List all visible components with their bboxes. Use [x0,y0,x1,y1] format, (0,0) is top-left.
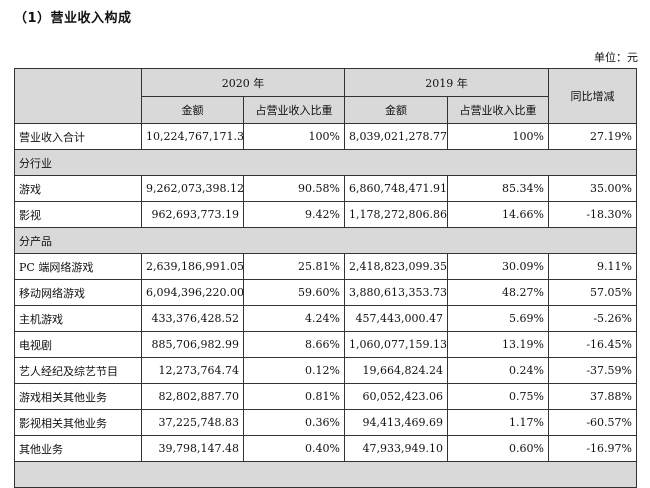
header-year-2020: 2020 年 [141,68,345,97]
ratio-2020-cell: 0.36% [243,409,345,436]
row-label: 影视 [14,201,142,228]
amount-2019-cell: 2,418,823,099.35 [344,253,448,280]
row-label: 主机游戏 [14,305,142,332]
section-label-industry: 分行业 [14,149,637,176]
amount-2020-cell: 433,376,428.52 [141,305,244,332]
section-row-industry: 分行业 [14,149,637,176]
amount-2020-cell: 885,706,982.99 [141,331,244,358]
yoy-cell: -18.30% [548,201,637,228]
yoy-cell: -16.97% [548,435,637,462]
yoy-cell: 27.19% [548,123,637,150]
row-label: PC 端网络游戏 [14,253,142,280]
ratio-2020-cell: 4.24% [243,305,345,332]
table-row: 移动网络游戏 6,094,396,220.00 59.60% 3,880,613… [14,279,637,306]
header-row-columns: 金额 占营业收入比重 金额 占营业收入比重 [15,96,637,124]
ratio-2020-cell: 59.60% [243,279,345,306]
header-ratio-2020: 占营业收入比重 [243,96,345,124]
ratio-2020-cell: 25.81% [243,253,345,280]
header-row-years: 2020 年 2019 年 同比增减 [14,68,637,124]
ratio-2019-cell: 85.34% [447,175,549,202]
ratio-2019-cell: 0.60% [447,435,549,462]
amount-2019-cell: 8,039,021,278.77 [344,123,448,150]
ratio-2020-cell: 90.58% [243,175,345,202]
amount-2020-cell: 2,639,186,991.05 [141,253,244,280]
yoy-cell: 57.05% [548,279,637,306]
table-row: 其他业务 39,798,147.48 0.40% 47,933,949.10 0… [14,435,637,462]
row-label: 游戏相关其他业务 [14,383,142,410]
table-row-cutoff [14,461,637,488]
amount-2020-cell: 37,225,748.83 [141,409,244,436]
ratio-2019-cell: 5.69% [447,305,549,332]
amount-2019-cell: 94,413,469.69 [344,409,448,436]
row-label: 营业收入合计 [14,123,142,150]
table-row: 影视相关其他业务 37,225,748.83 0.36% 94,413,469.… [14,409,637,436]
yoy-cell: -5.26% [548,305,637,332]
amount-2019-cell: 47,933,949.10 [344,435,448,462]
cutoff-row-cell [14,461,637,488]
table-row: PC 端网络游戏 2,639,186,991.05 25.81% 2,418,8… [14,253,637,280]
ratio-2020-cell: 0.40% [243,435,345,462]
ratio-2019-cell: 13.19% [447,331,549,358]
ratio-2019-cell: 100% [447,123,549,150]
table-row: 艺人经纪及综艺节目 12,273,764.74 0.12% 19,664,824… [14,357,637,384]
amount-2019-cell: 60,052,423.06 [344,383,448,410]
header-yoy: 同比增减 [548,68,637,124]
section-heading: （1）营业收入构成 [14,11,132,26]
amount-2019-cell: 6,860,748,471.91 [344,175,448,202]
table-row: 主机游戏 433,376,428.52 4.24% 457,443,000.47… [14,305,637,332]
row-label: 游戏 [14,175,142,202]
amount-2020-cell: 962,693,773.19 [141,201,244,228]
ratio-2020-cell: 0.81% [243,383,345,410]
row-label: 其他业务 [14,435,142,462]
ratio-2019-cell: 48.27% [447,279,549,306]
ratio-2019-cell: 0.75% [447,383,549,410]
amount-2019-cell: 1,178,272,806.86 [344,201,448,228]
yoy-cell: -60.57% [548,409,637,436]
amount-2020-cell: 9,262,073,398.12 [141,175,244,202]
yoy-cell: 35.00% [548,175,637,202]
header-year-2019: 2019 年 [344,68,549,97]
total-row: 营业收入合计 10,224,767,171.31 100% 8,039,021,… [14,123,637,150]
yoy-cell: 9.11% [548,253,637,280]
ratio-2020-cell: 100% [243,123,345,150]
table-row: 影视 962,693,773.19 9.42% 1,178,272,806.86… [14,201,637,228]
yoy-cell: -16.45% [548,331,637,358]
yoy-cell: -37.59% [548,357,637,384]
amount-2020-cell: 6,094,396,220.00 [141,279,244,306]
section-row-product: 分产品 [14,227,637,254]
amount-2019-cell: 19,664,824.24 [344,357,448,384]
unit-label: 单位：元 [594,51,638,64]
amount-2020-cell: 12,273,764.74 [141,357,244,384]
ratio-2019-cell: 14.66% [447,201,549,228]
table-row: 游戏 9,262,073,398.12 90.58% 6,860,748,471… [14,175,637,202]
amount-2019-cell: 3,880,613,353.73 [344,279,448,306]
row-label: 影视相关其他业务 [14,409,142,436]
header-blank-cell [14,68,142,124]
amount-2019-cell: 457,443,000.47 [344,305,448,332]
row-label: 艺人经纪及综艺节目 [14,357,142,384]
ratio-2019-cell: 1.17% [447,409,549,436]
amount-2020-cell: 39,798,147.48 [141,435,244,462]
amount-2020-cell: 10,224,767,171.31 [141,123,244,150]
revenue-composition-table: 2020 年 2019 年 同比增减 金额 占营业收入比重 金额 占营业收入比重… [14,68,637,488]
header-amount-2020: 金额 [141,96,244,124]
section-label-product: 分产品 [14,227,637,254]
header-ratio-2019: 占营业收入比重 [447,96,549,124]
yoy-cell: 37.88% [548,383,637,410]
amount-2020-cell: 82,802,887.70 [141,383,244,410]
ratio-2020-cell: 0.12% [243,357,345,384]
ratio-2020-cell: 8.66% [243,331,345,358]
ratio-2019-cell: 30.09% [447,253,549,280]
ratio-2020-cell: 9.42% [243,201,345,228]
row-label: 电视剧 [14,331,142,358]
amount-2019-cell: 1,060,077,159.13 [344,331,448,358]
table-row: 游戏相关其他业务 82,802,887.70 0.81% 60,052,423.… [14,383,637,410]
row-label: 移动网络游戏 [14,279,142,306]
table-row: 电视剧 885,706,982.99 8.66% 1,060,077,159.1… [14,331,637,358]
ratio-2019-cell: 0.24% [447,357,549,384]
header-amount-2019: 金额 [344,96,448,124]
